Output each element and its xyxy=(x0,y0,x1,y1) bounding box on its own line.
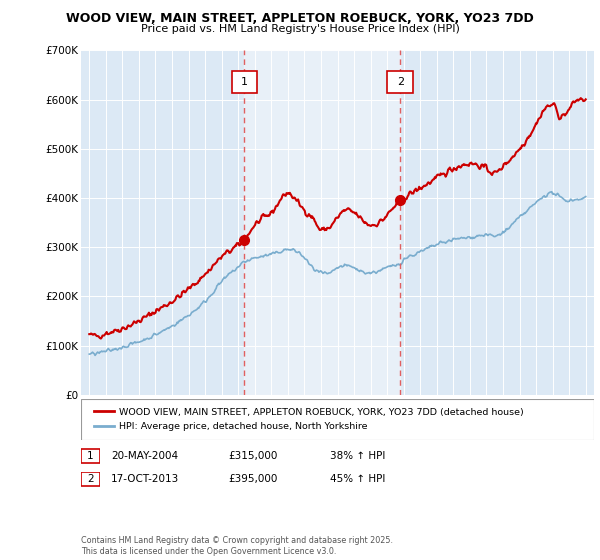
FancyBboxPatch shape xyxy=(232,71,257,94)
Text: Price paid vs. HM Land Registry's House Price Index (HPI): Price paid vs. HM Land Registry's House … xyxy=(140,24,460,34)
Text: 45% ↑ HPI: 45% ↑ HPI xyxy=(330,474,385,484)
Bar xyxy=(244,50,400,395)
Text: £315,000: £315,000 xyxy=(228,451,277,461)
FancyBboxPatch shape xyxy=(81,399,594,440)
Text: 20-MAY-2004: 20-MAY-2004 xyxy=(111,451,178,461)
Text: 1: 1 xyxy=(87,451,94,461)
Text: 1: 1 xyxy=(241,77,248,87)
FancyBboxPatch shape xyxy=(82,472,100,487)
Text: £395,000: £395,000 xyxy=(228,474,277,484)
Legend: WOOD VIEW, MAIN STREET, APPLETON ROEBUCK, YORK, YO23 7DD (detached house), HPI: : WOOD VIEW, MAIN STREET, APPLETON ROEBUCK… xyxy=(91,405,527,434)
Text: 2: 2 xyxy=(87,474,94,484)
Text: WOOD VIEW, MAIN STREET, APPLETON ROEBUCK, YORK, YO23 7DD: WOOD VIEW, MAIN STREET, APPLETON ROEBUCK… xyxy=(66,12,534,25)
Text: 17-OCT-2013: 17-OCT-2013 xyxy=(111,474,179,484)
FancyBboxPatch shape xyxy=(82,449,100,463)
Text: Contains HM Land Registry data © Crown copyright and database right 2025.
This d: Contains HM Land Registry data © Crown c… xyxy=(81,536,393,556)
Text: 2: 2 xyxy=(397,77,404,87)
FancyBboxPatch shape xyxy=(388,71,413,94)
Text: 38% ↑ HPI: 38% ↑ HPI xyxy=(330,451,385,461)
